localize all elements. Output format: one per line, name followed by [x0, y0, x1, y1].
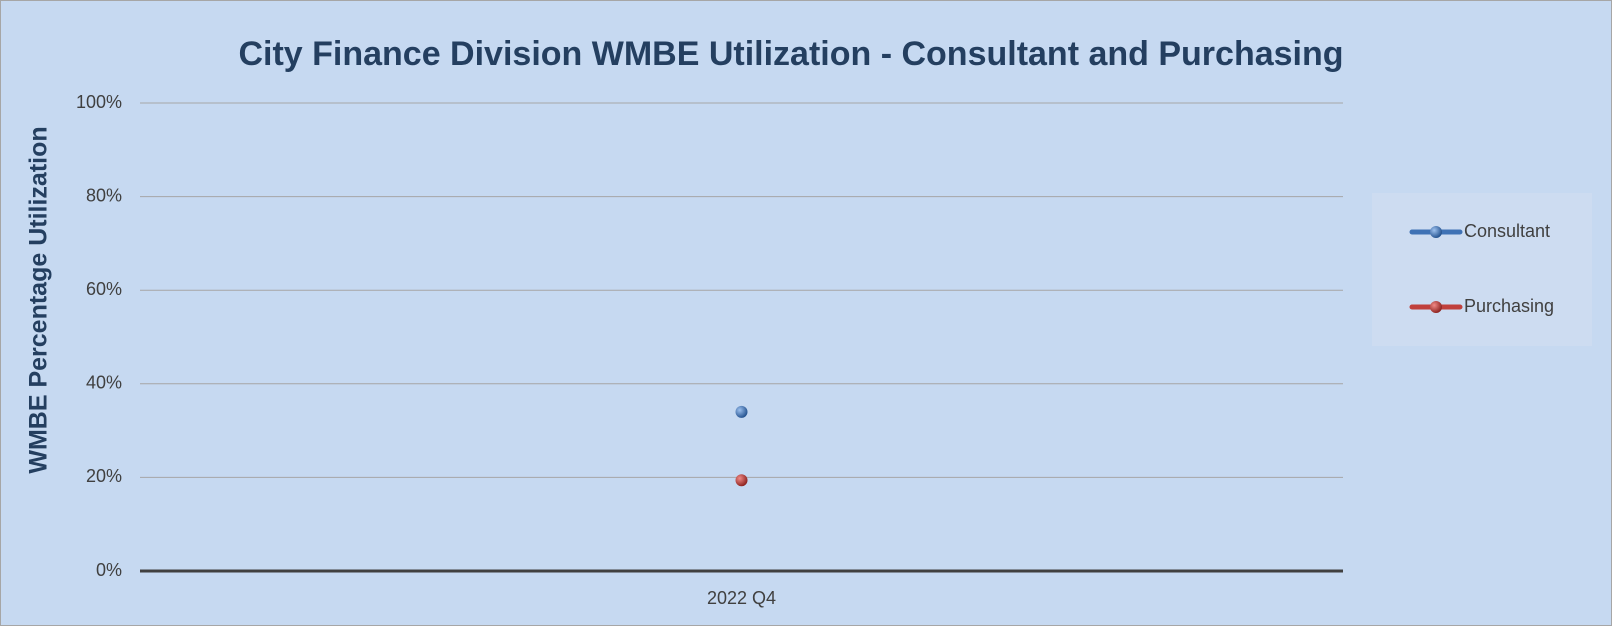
legend-label: Purchasing — [1464, 296, 1554, 316]
legend-marker — [1430, 301, 1442, 313]
data-point — [735, 405, 748, 418]
y-tick-label: 0% — [96, 560, 122, 580]
y-tick-label: 20% — [86, 466, 122, 486]
legend-marker — [1430, 226, 1442, 238]
legend-label: Consultant — [1464, 221, 1550, 241]
data-point — [735, 474, 748, 487]
y-tick-label: 80% — [86, 185, 122, 205]
y-tick-label: 40% — [86, 373, 122, 393]
y-axis-title: WMBE Percentage Utilization — [25, 126, 53, 473]
chart-title: City Finance Division WMBE Utilization -… — [238, 35, 1343, 73]
y-tick-label: 60% — [86, 279, 122, 299]
legend-box — [1372, 193, 1592, 346]
x-tick-label: 2022 Q4 — [707, 588, 776, 608]
y-tick-label: 100% — [76, 92, 122, 112]
